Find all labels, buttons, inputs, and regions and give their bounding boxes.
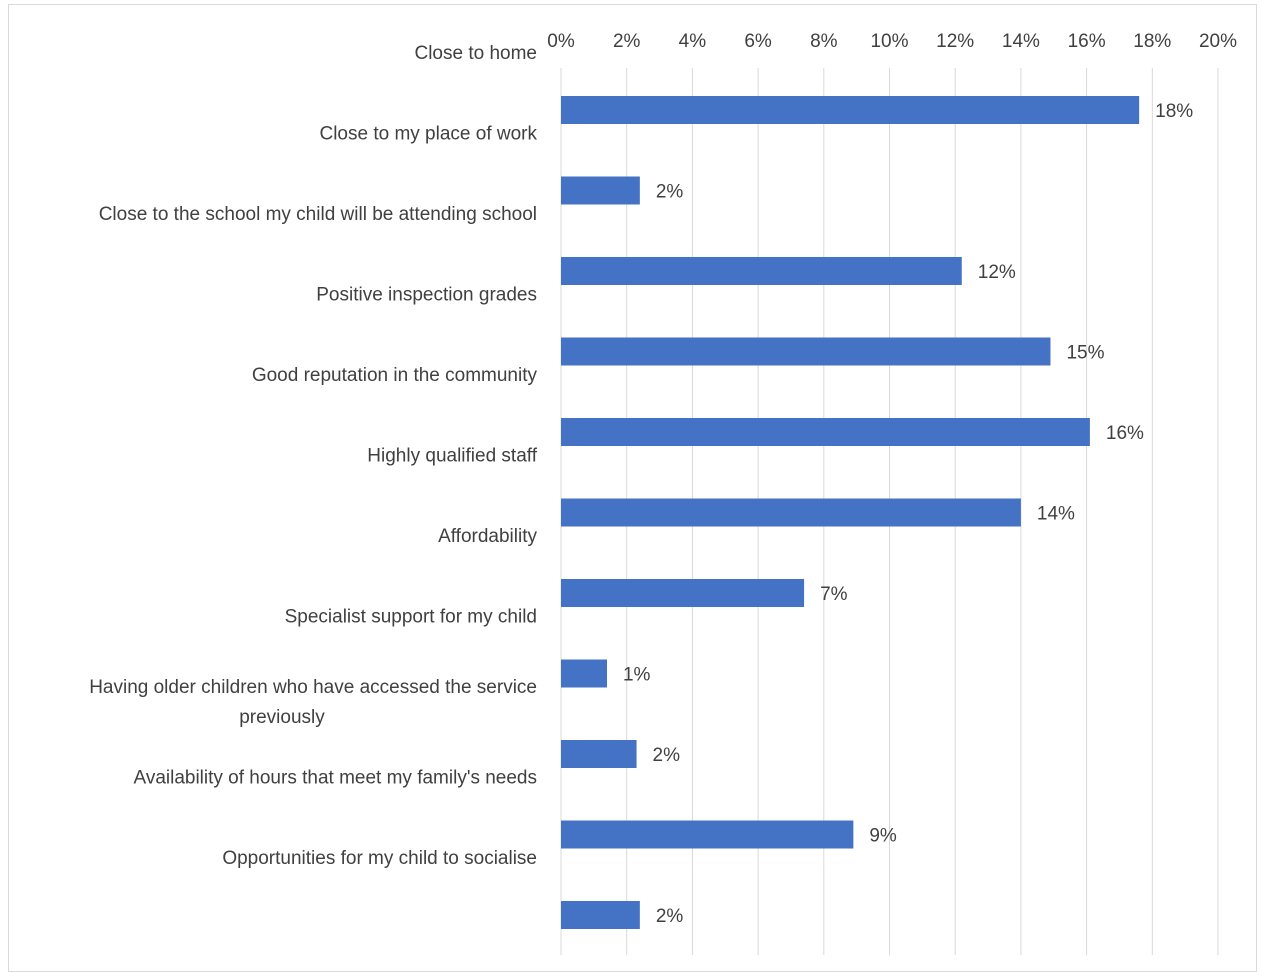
x-axis-ticks: 0% 2% 4% 6% 8% 10% 12% 14% 16% 18% 20% [547,31,1237,52]
data-label: 9% [869,826,897,847]
x-tick-label: 2% [613,31,641,52]
bar [561,820,854,849]
x-tick-label: 16% [1068,31,1106,52]
bar [561,579,805,607]
bar [561,337,1051,366]
chart-frame [8,4,1257,972]
bar [561,257,962,285]
category-label: Having older children who have accessed … [89,677,537,728]
category-label: Opportunities for my child to socialise [222,848,537,869]
bar [561,176,640,205]
data-label: 18% [1155,101,1193,122]
category-label: Close to home [414,43,537,64]
category-labels: Close to home Close to my place of work Cl… [89,43,538,869]
data-label: 1% [623,665,651,686]
x-tick-label: 4% [679,31,707,52]
x-tick-label: 8% [810,31,838,52]
bar [561,498,1021,527]
category-label: Affordability [438,526,537,547]
data-label: 12% [978,262,1016,283]
x-tick-label: 10% [870,31,908,52]
x-tick-label: 0% [547,31,575,52]
data-label: 2% [656,906,684,927]
x-tick-label: 18% [1133,31,1171,52]
category-label: Close to my place of work [319,124,537,145]
data-label: 14% [1037,504,1075,525]
bar [561,740,637,768]
category-label: Availability of hours that meet my famil… [133,768,537,789]
bar [561,418,1090,446]
bar [561,901,640,929]
x-tick-label: 12% [936,31,974,52]
category-label: Close to the school my child will be att… [99,204,537,225]
data-label: 2% [653,745,681,766]
bar [561,96,1140,124]
data-label: 2% [656,182,684,203]
gridlines [560,68,1219,955]
x-tick-label: 6% [744,31,772,52]
category-label: Highly qualified staff [367,446,537,467]
data-label: 7% [820,584,848,605]
category-label: Specialist support for my child [285,607,537,628]
category-label: Good reputation in the community [252,365,538,386]
data-label: 15% [1066,343,1104,364]
bars [561,96,1140,929]
category-label: Positive inspection grades [316,285,537,306]
bar [561,659,607,688]
data-label: 16% [1106,423,1144,444]
data-labels: 18% 2% 12% 15% 16% 14% 7% 1% 2% 9% 2% [623,101,1193,927]
x-tick-label: 14% [1002,31,1040,52]
x-tick-label: 20% [1199,31,1237,52]
